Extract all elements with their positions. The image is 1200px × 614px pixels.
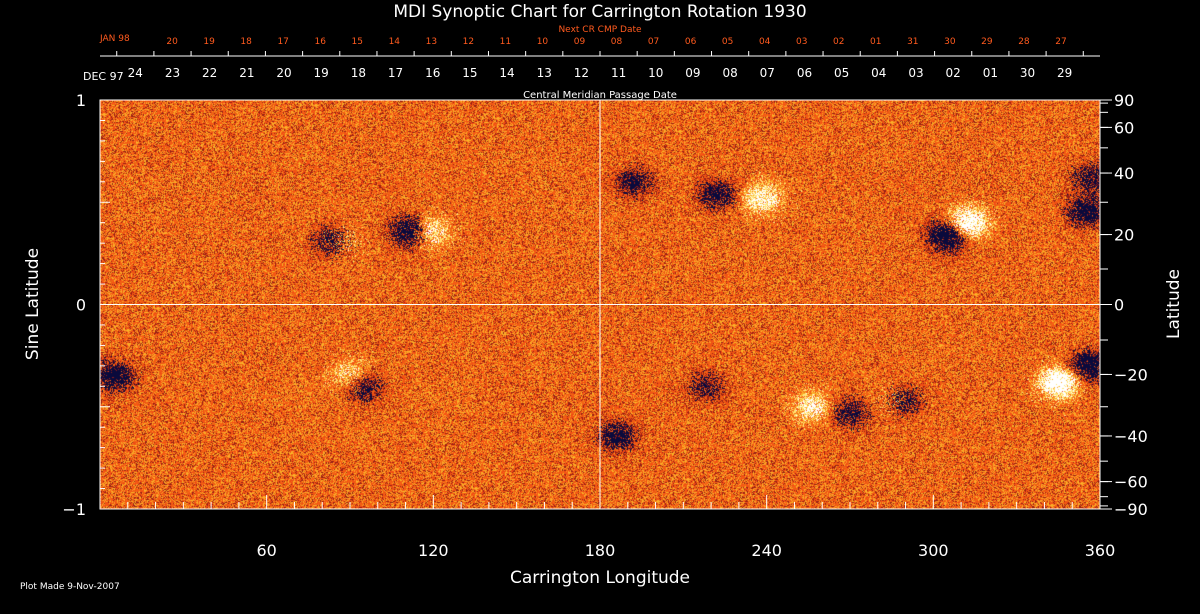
gridlines bbox=[100, 100, 1100, 509]
next-axis-month: JAN 98 bbox=[99, 34, 130, 44]
next-date-label: 14 bbox=[389, 37, 401, 47]
x-tick-label: 300 bbox=[918, 541, 949, 560]
top-date-label: 05 bbox=[834, 66, 849, 80]
y-tick-label-right: 0 bbox=[1114, 296, 1124, 315]
next-date-label: 05 bbox=[722, 37, 733, 47]
x-tick-label: 180 bbox=[585, 541, 616, 560]
y-tick-label-right: 60 bbox=[1114, 118, 1134, 137]
next-date-label: 06 bbox=[685, 37, 697, 47]
top-date-label: 19 bbox=[314, 66, 329, 80]
next-date-label: 04 bbox=[759, 37, 771, 47]
next-date-label: 13 bbox=[426, 37, 437, 47]
plot-made-note: Plot Made 9-Nov-2007 bbox=[20, 582, 120, 592]
y-tick-label-right: 40 bbox=[1114, 164, 1134, 183]
top-axis-month: DEC 97 bbox=[83, 70, 124, 83]
top-date-label: 23 bbox=[165, 66, 180, 80]
top-date-label: 18 bbox=[351, 66, 366, 80]
top-date-label: 20 bbox=[276, 66, 291, 80]
top-date-label: 30 bbox=[1020, 66, 1035, 80]
top-axis-title: Central Meridian Passage Date bbox=[523, 90, 677, 101]
y-axis-label-left: Sine Latitude bbox=[23, 248, 43, 360]
next-date-label: 29 bbox=[981, 37, 993, 47]
y-tick-label-left: −1 bbox=[62, 500, 86, 519]
top-date-label: 02 bbox=[946, 66, 961, 80]
next-date-label: 17 bbox=[277, 37, 288, 47]
x-tick-label: 360 bbox=[1085, 541, 1116, 560]
top-date-label: 15 bbox=[462, 66, 477, 80]
axes: 60 120 180 240 300 360−101 906040200−20−40−60−… bbox=[62, 37, 1147, 560]
next-date-label: 08 bbox=[611, 37, 623, 47]
x-tick-label: 60 bbox=[256, 541, 276, 560]
top-date-label: 09 bbox=[685, 66, 700, 80]
top-date-label: 24 bbox=[128, 66, 143, 80]
top-date-label: 03 bbox=[908, 66, 923, 80]
next-axis-title: Next CR CMP Date bbox=[558, 25, 642, 35]
y-tick-label-right: 20 bbox=[1114, 226, 1134, 245]
next-date-label: 01 bbox=[870, 37, 881, 47]
next-date-label: 28 bbox=[1018, 37, 1030, 47]
top-date-label: 11 bbox=[611, 66, 626, 80]
next-date-label: 30 bbox=[944, 37, 956, 47]
top-date-label: 13 bbox=[537, 66, 552, 80]
top-date-label: 07 bbox=[760, 66, 775, 80]
top-date-label: 06 bbox=[797, 66, 812, 80]
x-axis-label: Carrington Longitude bbox=[510, 568, 690, 588]
top-date-label: 12 bbox=[574, 66, 589, 80]
next-date-label: 12 bbox=[463, 37, 474, 47]
y-tick-label-right: −20 bbox=[1114, 365, 1148, 384]
next-date-label: 16 bbox=[314, 37, 326, 47]
y-tick-label-right: 90 bbox=[1114, 91, 1134, 110]
y-tick-label-left: 1 bbox=[76, 91, 86, 110]
y-tick-label-right: −40 bbox=[1114, 427, 1148, 446]
next-date-label: 11 bbox=[500, 37, 511, 47]
x-tick-label: 240 bbox=[751, 541, 782, 560]
top-date-label: 16 bbox=[425, 66, 440, 80]
chart-title: MDI Synoptic Chart for Carrington Rotati… bbox=[393, 2, 806, 22]
top-date-label: 08 bbox=[722, 66, 737, 80]
top-date-label: 22 bbox=[202, 66, 217, 80]
x-tick-label: 120 bbox=[418, 541, 449, 560]
top-date-label: 14 bbox=[499, 66, 514, 80]
next-date-label: 15 bbox=[352, 37, 363, 47]
next-date-label: 09 bbox=[574, 37, 586, 47]
top-date-label: 29 bbox=[1057, 66, 1072, 80]
top-date-label: 04 bbox=[871, 66, 886, 80]
next-date-label: 20 bbox=[166, 37, 178, 47]
y-tick-label-left: 0 bbox=[76, 296, 86, 315]
next-date-label: 27 bbox=[1055, 37, 1066, 47]
y-tick-label-right: −60 bbox=[1114, 473, 1148, 492]
top-date-label: 10 bbox=[648, 66, 663, 80]
next-date-label: 19 bbox=[203, 37, 215, 47]
top-date-label: 01 bbox=[983, 66, 998, 80]
y-axis-label-right: Latitude bbox=[1164, 269, 1184, 339]
next-date-label: 18 bbox=[240, 37, 252, 47]
next-date-label: 07 bbox=[648, 37, 659, 47]
top-date-label: 21 bbox=[239, 66, 254, 80]
next-date-label: 31 bbox=[907, 37, 918, 47]
next-date-label: 02 bbox=[833, 37, 844, 47]
next-date-label: 10 bbox=[537, 37, 549, 47]
top-date-label: 17 bbox=[388, 66, 403, 80]
y-tick-label-right: −90 bbox=[1114, 500, 1148, 519]
next-date-label: 03 bbox=[796, 37, 807, 47]
